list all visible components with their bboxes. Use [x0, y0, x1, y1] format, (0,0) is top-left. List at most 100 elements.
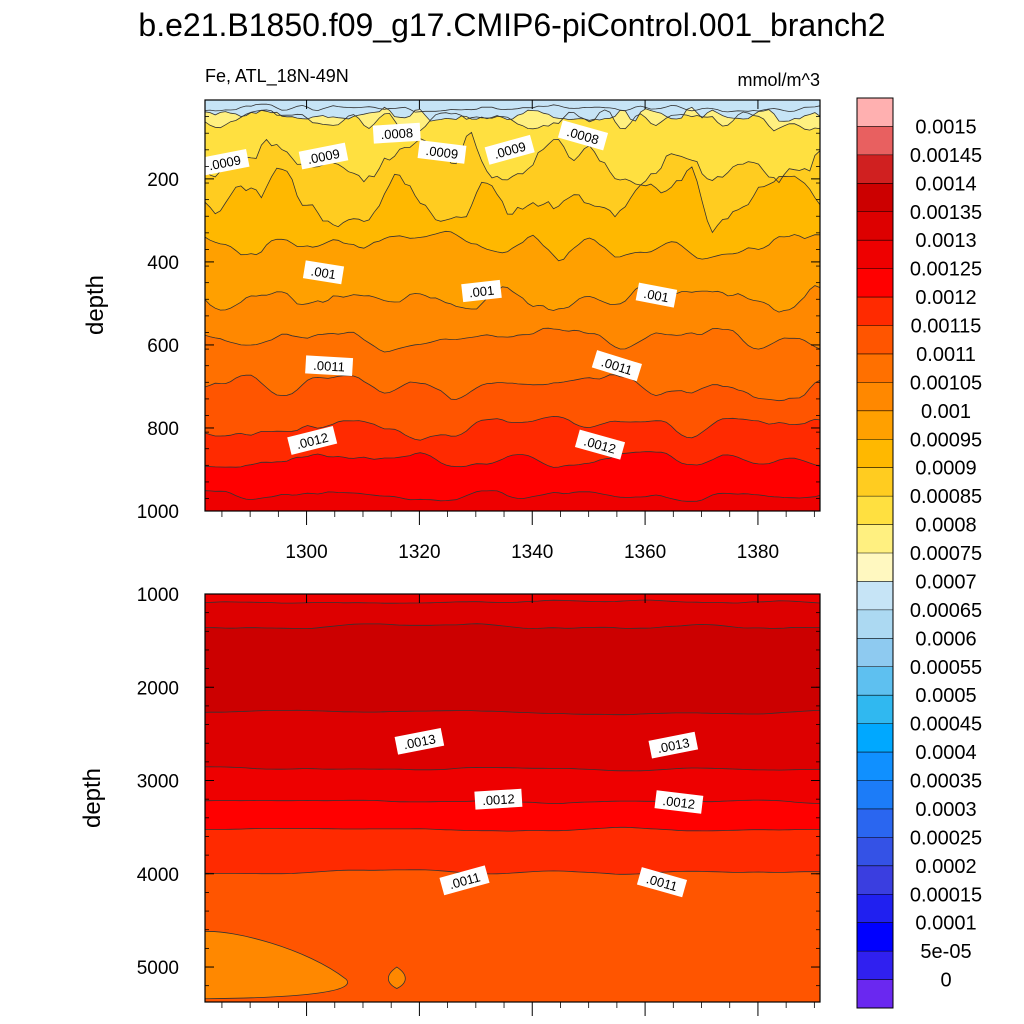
contour-label: .001	[635, 282, 678, 308]
contour-band	[205, 869, 820, 1002]
colorbar-label: 0.00145	[910, 145, 982, 167]
y-tick-label: 5000	[137, 958, 179, 979]
y-tick-label: 4000	[137, 865, 179, 886]
y-tick-label: 600	[147, 336, 179, 357]
contour-label: .0011	[591, 350, 643, 382]
contour-label-text: .001	[468, 283, 495, 301]
contour-line	[205, 826, 820, 832]
colorbar-swatch	[857, 496, 893, 525]
colorbar-label: 0	[940, 970, 951, 992]
contour-label: .0013	[648, 731, 699, 759]
units-label: mmol/m^3	[738, 70, 820, 90]
contour-band	[205, 490, 820, 511]
y-tick-label: 400	[147, 253, 179, 274]
colorbar-swatch	[857, 439, 893, 468]
colorbar-swatch	[857, 211, 893, 241]
contour-label: .0009	[298, 142, 349, 170]
colorbar-swatch	[857, 979, 893, 1009]
colorbar-swatch	[857, 695, 893, 724]
colorbar-label: 0.0005	[915, 685, 976, 707]
colorbar-swatch	[857, 581, 893, 611]
contour-line	[205, 869, 820, 875]
upper-frame	[204, 99, 821, 512]
colorbar-swatch	[857, 894, 893, 923]
colorbar-swatch	[857, 240, 893, 269]
contour-label: .001	[302, 260, 345, 285]
upper-ylabel: depth	[82, 275, 109, 335]
colorbar-label: 0.00055	[910, 657, 982, 679]
contour-label: .0008	[372, 122, 421, 144]
contour-label: .0011	[305, 355, 354, 377]
colorbar: 0.0015 0.00145 0.0014 0.00135 0.0013 0.00125 0…	[856, 97, 982, 1009]
contour-line	[205, 230, 820, 262]
contour-line	[205, 490, 820, 502]
lower-frame	[204, 593, 821, 1003]
x-tick-label: 1340	[511, 542, 553, 563]
colorbar-swatch	[857, 837, 893, 867]
colorbar-swatch	[857, 865, 893, 895]
contour-label-text: .0012	[482, 791, 515, 808]
colorbar-swatch	[857, 752, 893, 781]
contour-line	[205, 166, 820, 234]
contour-line	[205, 103, 820, 113]
colorbar-swatch	[857, 609, 893, 639]
contour-line	[205, 415, 820, 441]
contour-pool	[205, 931, 348, 1000]
colorbar-swatch	[857, 325, 893, 355]
upper-panel: .0009 .0009 .0008 .0009 .0009 .0008 .001 .001 .0…	[199, 100, 820, 511]
y-tick-label: 800	[147, 419, 179, 440]
colorbar-swatch	[857, 553, 893, 582]
colorbar-label: 0.00025	[910, 827, 982, 849]
contour-label: .0009	[199, 148, 250, 176]
contour-label: .0013	[394, 727, 445, 755]
contour-label-text: .0012	[662, 793, 696, 812]
colorbar-label: 0.0013	[915, 230, 976, 252]
colorbar-swatch	[857, 126, 893, 156]
variable-label: Fe, ATL_18N-49N	[205, 66, 349, 87]
colorbar-label: 0.0007	[915, 571, 976, 593]
contour-label-text: .0009	[207, 152, 242, 173]
colorbar-swatch	[857, 268, 893, 298]
y-tick-label: 200	[147, 170, 179, 191]
contour-line	[205, 327, 820, 353]
contour-line	[205, 623, 820, 629]
colorbar-label: 0.00035	[910, 771, 982, 793]
colorbar-label: 0.0003	[915, 799, 976, 821]
colorbar-swatch	[857, 808, 893, 838]
contour-label: .0012	[287, 425, 338, 455]
contour-label: .001	[461, 279, 502, 303]
colorbar-label: 0.00105	[910, 372, 982, 394]
colorbar-swatch	[857, 922, 893, 952]
contour-label: .0012	[474, 788, 523, 810]
colorbar-label: 0.00125	[910, 259, 982, 281]
contour-line	[205, 374, 820, 402]
colorbar-label: 0.0011	[916, 344, 976, 366]
lower-panel: .0013 .0013 .0012 .0012 .0011 .0011	[205, 594, 820, 1002]
y-tick-label: 3000	[137, 772, 179, 793]
colorbar-label: 0.00015	[910, 884, 982, 906]
contour-label: .0012	[574, 429, 626, 460]
colorbar-swatch	[857, 353, 893, 383]
colorbar-label: 5e-05	[920, 941, 971, 963]
colorbar-label: 0.0004	[915, 742, 976, 764]
contour-line	[205, 709, 820, 716]
colorbar-swatch	[857, 723, 893, 753]
chart-title: b.e21.B1850.f09_g17.CMIP6-piControl.001_…	[138, 7, 885, 43]
contour-pool	[387, 966, 406, 989]
contour-label: .0011	[636, 867, 688, 898]
x-tick-label: 1380	[737, 542, 779, 563]
colorbar-swatch	[857, 410, 893, 440]
colorbar-label: 0.0014	[915, 173, 976, 195]
x-tick-label: 1360	[624, 542, 666, 563]
contour-label-text: .0013	[656, 735, 691, 756]
colorbar-label: 0.0001	[915, 913, 976, 935]
colorbar-swatch	[857, 297, 893, 326]
contour-label-text: .0009	[425, 143, 459, 162]
contour-label: .0009	[484, 134, 535, 165]
colorbar-label: 0.00135	[910, 202, 982, 224]
colorbar-label: 0.0002	[915, 856, 976, 878]
colorbar-swatch	[857, 638, 893, 668]
contour-label: .0011	[439, 865, 490, 896]
colorbar-swatch	[857, 382, 893, 412]
